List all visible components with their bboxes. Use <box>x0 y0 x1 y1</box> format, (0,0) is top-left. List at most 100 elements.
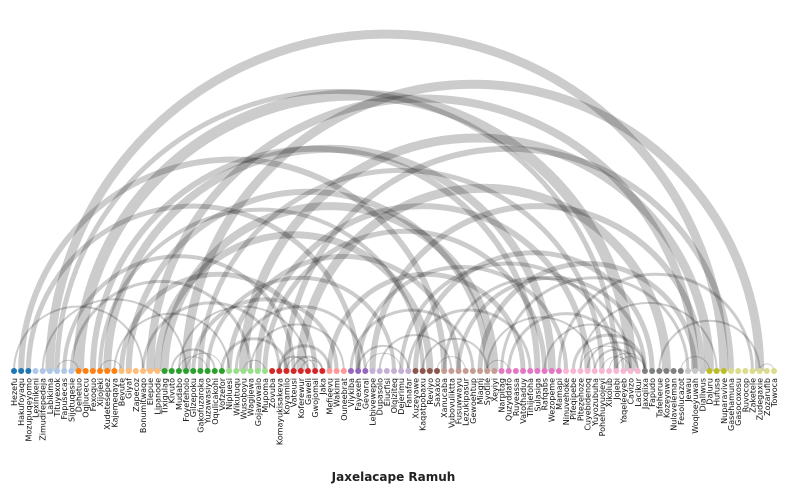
node-label: Nipluesi <box>225 378 234 410</box>
link-arc <box>113 312 231 372</box>
link-arc <box>254 203 591 372</box>
node-label: Wezopeme <box>548 378 557 422</box>
node-dot <box>477 368 484 374</box>
node-label: Sulasiga <box>533 378 542 412</box>
node-label: Eiucfisi <box>383 378 392 406</box>
node-label: Mamapi <box>555 378 564 410</box>
node-label: Sijotuqesie <box>67 378 76 422</box>
node-dot <box>190 368 197 374</box>
node-label: Rafqabs <box>541 378 550 410</box>
link-arc <box>477 260 698 372</box>
node-dot <box>584 368 591 374</box>
node-label: Pitezehoze <box>576 378 585 421</box>
node-dot <box>46 368 53 374</box>
node-dot <box>656 368 663 374</box>
node-dot <box>606 368 613 374</box>
node-label: Jaka <box>318 378 327 396</box>
link-arc <box>579 302 718 372</box>
node-label: Kajemeqaya <box>110 378 119 428</box>
link-arc <box>283 145 734 372</box>
node-dot <box>555 368 562 374</box>
node-dot <box>491 368 498 374</box>
node-dot <box>326 368 333 374</box>
link-arc <box>586 341 646 372</box>
node-label: Yuyozubuha <box>591 378 600 427</box>
node-dot <box>699 368 706 374</box>
node-dot <box>261 368 268 374</box>
node-labels: HezefuHakufoyaquMozupuqeyomoLexinikeniZi… <box>10 377 779 445</box>
node-label: Ninuvehoke <box>562 378 571 425</box>
link-arc <box>277 344 331 372</box>
link-arc <box>160 202 499 372</box>
node-dot <box>713 368 720 374</box>
node-dot <box>520 368 527 374</box>
node-label: Bevute <box>118 378 127 406</box>
node-dot <box>104 368 111 374</box>
node-label: Lebivewepe <box>368 378 377 426</box>
node-label: Kaqatpobaxu <box>419 378 428 431</box>
node-dot <box>484 368 491 374</box>
node-dot <box>204 368 211 374</box>
link-arc <box>234 305 367 372</box>
link-arc <box>680 356 710 372</box>
link-arc <box>98 208 425 372</box>
node-dot <box>54 368 61 374</box>
node-dot <box>684 368 691 374</box>
node-dot <box>254 368 261 374</box>
node-dot <box>11 368 17 374</box>
link-arc <box>249 323 345 372</box>
node-label: Oqjlucecu <box>82 378 91 418</box>
node-label: Kozeyawo <box>662 378 671 418</box>
node-dot <box>75 368 82 374</box>
link-arc <box>238 133 714 372</box>
node-dot <box>269 368 276 374</box>
node-dot <box>455 368 462 374</box>
node-dot <box>118 368 125 374</box>
node-label: Gakofuzaroka <box>196 378 205 433</box>
node-dot <box>398 368 405 374</box>
node-label: Xikolub <box>605 378 614 407</box>
link-arc <box>197 168 605 372</box>
node-label: Fapusecas <box>60 378 69 419</box>
node-label: Nulaveleman <box>670 378 679 431</box>
node-label: Gevaral <box>361 378 370 409</box>
node-label: Vofzefor <box>218 377 227 410</box>
node-label: Diallwus <box>698 378 707 412</box>
node-dot <box>563 368 570 374</box>
link-arc <box>13 305 145 372</box>
node-dot <box>211 368 218 374</box>
arc-diagram: HezefuHakufoyaquMozupuqeyomoLexinikeniZi… <box>0 0 779 445</box>
link-arc <box>593 348 639 372</box>
link-arc <box>220 337 288 372</box>
link-arc <box>608 352 646 372</box>
node-dot <box>419 368 426 374</box>
node-label: Koferewur <box>297 377 306 418</box>
node-label: Nuparavive <box>720 378 729 424</box>
node-label: Reviyo <box>426 378 435 405</box>
node-dot <box>240 368 247 374</box>
link-arc <box>658 320 761 372</box>
node-dot <box>168 368 175 374</box>
node-dot <box>462 368 469 374</box>
node-dot <box>89 368 96 374</box>
node-dot <box>312 368 319 374</box>
node-label: Hezefu <box>10 378 19 406</box>
node-label: Wagijewa <box>247 378 256 416</box>
node-label: Vatothaduy <box>519 378 528 424</box>
node-label: Zudegaxie <box>756 378 765 420</box>
node-label: Quzyddafo <box>505 378 514 421</box>
node-dot <box>498 368 505 374</box>
node-dot <box>634 368 641 374</box>
node-dot <box>383 368 390 374</box>
node-dot <box>749 368 756 374</box>
node-dot <box>290 368 297 374</box>
node-label: Hufusa <box>713 378 722 406</box>
node-label: Xudetesepez <box>103 378 112 430</box>
node-label: Gasehamuna <box>727 378 736 431</box>
node-label: Jewau <box>684 378 693 403</box>
node-dot <box>32 368 39 374</box>
node-label: Mudabo <box>175 378 184 410</box>
node-dot <box>233 368 240 374</box>
node-label: Tixigulag <box>161 378 170 415</box>
link-arc <box>226 253 462 372</box>
